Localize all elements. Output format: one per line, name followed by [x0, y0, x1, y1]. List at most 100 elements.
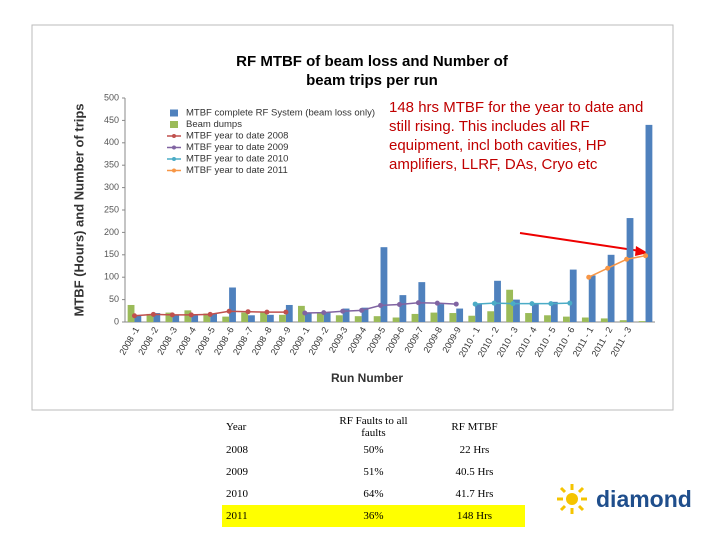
point: [586, 274, 592, 280]
point: [188, 312, 194, 318]
table-cell: 2009: [226, 466, 248, 478]
bar: [191, 315, 199, 322]
point: [396, 302, 402, 308]
bar: [411, 313, 419, 322]
y-tick-label: 450: [104, 115, 119, 125]
arrow: [519, 232, 641, 252]
table-row: 2008 50% 22 Hrs: [222, 439, 525, 461]
bar: [600, 318, 608, 322]
bar: [127, 304, 135, 322]
point: [567, 300, 573, 306]
table-cell: 36%: [323, 505, 424, 527]
bar: [531, 304, 539, 322]
table-cell: 41.7 Hrs: [455, 488, 494, 500]
point: [548, 301, 554, 307]
bar: [619, 320, 627, 322]
bar: [607, 254, 615, 322]
table-cell: 148 Hrs: [424, 505, 525, 527]
y-tick-label: 400: [104, 137, 119, 147]
chart-frame: [31, 24, 674, 411]
bar: [626, 218, 634, 322]
legend-swatch: [170, 109, 178, 117]
bar: [229, 287, 236, 322]
bar: [285, 304, 293, 322]
table-cell: 51%: [363, 466, 384, 478]
bar: [513, 299, 520, 322]
point: [359, 307, 365, 313]
point: [302, 310, 308, 316]
bar: [373, 316, 381, 322]
y-tick-label: 500: [104, 92, 119, 102]
legend-marker: [172, 145, 176, 150]
legend-marker: [172, 168, 176, 173]
bar: [638, 321, 646, 322]
bar: [563, 316, 570, 322]
bar: [210, 313, 217, 322]
legend-label: MTBF year to date 2011: [186, 165, 288, 176]
point: [378, 302, 384, 308]
bar: [399, 295, 407, 322]
y-tick-label: 50: [109, 294, 119, 304]
bar: [304, 313, 312, 322]
table-cell: 64%: [363, 488, 384, 500]
point: [529, 301, 535, 307]
bar: [506, 289, 514, 322]
bar: [569, 269, 577, 322]
bar: [172, 315, 180, 322]
bar: [279, 314, 286, 322]
bar: [146, 313, 154, 322]
line: [588, 254, 646, 278]
title-line: RF MTBF of beam loss and Number of: [236, 53, 509, 70]
table-cell: Year: [226, 421, 247, 433]
point: [207, 311, 213, 317]
bar: [392, 317, 400, 322]
legend-label: MTBF complete RF System (beam loss only): [186, 108, 375, 119]
point: [624, 256, 630, 262]
y-tick-label: 150: [104, 249, 119, 259]
table-cell: 50%: [363, 444, 384, 456]
legend-marker: [172, 157, 176, 161]
legend-swatch: [170, 121, 178, 128]
point: [150, 311, 156, 317]
bar: [380, 247, 388, 322]
point: [643, 253, 649, 259]
point: [283, 309, 289, 315]
point: [510, 301, 516, 307]
bar: [430, 312, 438, 322]
y-tick-label: 250: [104, 204, 119, 214]
bar: [581, 317, 589, 322]
point: [453, 301, 459, 307]
logo-text: diamond: [596, 486, 692, 512]
point: [321, 310, 327, 316]
point: [226, 308, 232, 314]
y-tick-label: 200: [104, 227, 119, 237]
bar: [241, 312, 249, 322]
bar: [342, 308, 350, 322]
point: [131, 313, 137, 319]
table-row: 2009 51% 40.5 Hrs: [222, 461, 525, 483]
chart-title-2: beam trips per run: [306, 72, 438, 89]
bar: [153, 313, 161, 322]
legend-marker: [172, 134, 176, 138]
table-cell: RF Faults to all faults: [339, 415, 408, 439]
bar: [222, 316, 230, 322]
bar: [134, 315, 142, 322]
table-cell: 2011: [222, 505, 323, 527]
table-cell: 22 Hrs: [459, 444, 490, 456]
table-row: 2010 64% 41.7 Hrs: [222, 483, 525, 505]
bar: [266, 314, 274, 322]
bar: [645, 124, 653, 322]
bar: [298, 305, 305, 322]
bar: [260, 311, 267, 322]
bar: [184, 310, 192, 322]
bar: [316, 313, 324, 322]
point: [472, 301, 478, 307]
bar: [418, 282, 426, 322]
table: Year RF Faults to all faults RF MTBF 2008 50…: [222, 415, 525, 527]
line: [475, 302, 570, 305]
bar: [525, 313, 532, 322]
chart-title: RF MTBF of beam loss and Number of: [236, 53, 509, 70]
point: [415, 300, 421, 306]
point: [434, 300, 440, 306]
table-cell: RF MTBF: [451, 421, 498, 433]
